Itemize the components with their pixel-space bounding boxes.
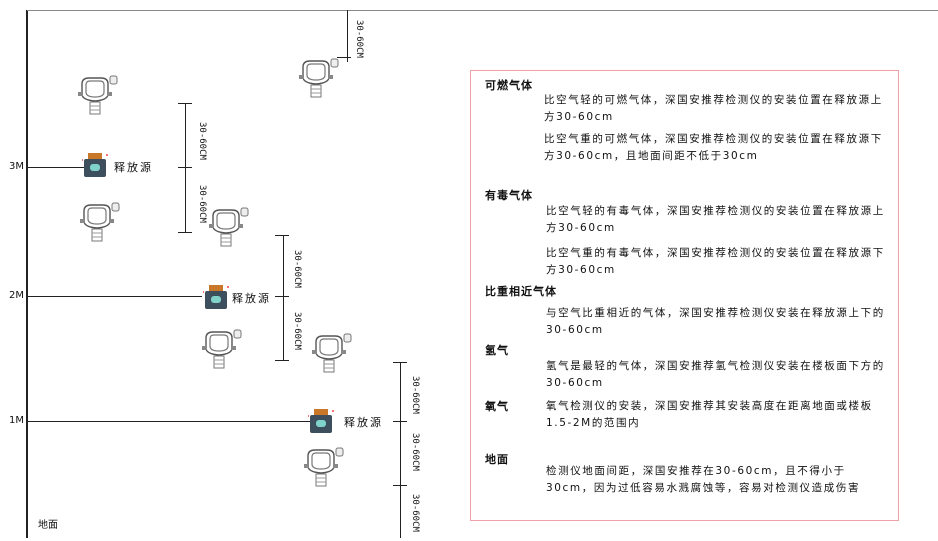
section-title: 可燃气体 <box>485 79 533 92</box>
level-label-2m: 2M <box>9 290 24 301</box>
dimension-line <box>400 362 401 538</box>
dimension-tick <box>393 362 407 363</box>
section-title: 比重相近气体 <box>485 285 557 298</box>
dimension-tick <box>178 232 192 233</box>
gas-detector-icon <box>79 202 120 242</box>
installation-notes-panel: 可燃气体 比空气轻的可燃气体，深国安推荐检测仪的安装位置在释放源上方30-60c… <box>470 70 899 521</box>
section-title: 氢气 <box>485 344 509 357</box>
gas-detector-icon <box>303 447 344 487</box>
gas-detector-icon <box>77 75 118 115</box>
ground-label: 地面 <box>38 520 58 531</box>
dimension-tick <box>337 57 351 58</box>
section-text: 氧气检测仪的安装，深国安推荐其安装高度在距离地面或楼板1.5-2M的范围内 <box>546 400 873 429</box>
gas-detector-icon <box>298 58 339 98</box>
release-source-icon <box>308 409 334 433</box>
gas-detector-icon <box>201 329 242 369</box>
section-text: 检测仪地面间距，深国安推荐在30-60cm，且不得小于30cm，因为过低容易水溅… <box>546 465 861 494</box>
section-text: 比空气轻的有毒气体，深国安推荐检测仪的安装位置在释放源上方30-60cm <box>546 205 885 234</box>
wall-line <box>26 10 28 538</box>
dimension-line <box>347 10 348 62</box>
section-title: 氧气 <box>485 400 509 413</box>
section-title: 地面 <box>485 453 509 466</box>
gas-detector-icon <box>311 333 352 373</box>
section-text: 比空气重的可燃气体，深国安推荐检测仪的安装位置在释放源下方30-60cm，且地面… <box>544 133 883 162</box>
release-source-label: 释放源 <box>344 416 383 429</box>
ceiling-line <box>27 10 938 11</box>
dimension-label: 30-60CM <box>354 20 364 58</box>
dimension-tick <box>275 235 289 236</box>
dimension-label: 30-60CM <box>197 122 207 160</box>
dimension-tick <box>275 360 289 361</box>
dimension-tick <box>178 167 192 168</box>
section-text: 比空气重的有毒气体，深国安推荐检测仪的安装位置在释放源下方30-60cm <box>546 247 885 276</box>
dimension-line <box>283 235 284 361</box>
level-2m-line <box>27 296 202 297</box>
section-text: 比空气轻的可燃气体，深国安推荐检测仪的安装位置在释放源上方30-60cm <box>544 94 883 123</box>
dimension-tick <box>393 485 407 486</box>
level-1m-line <box>27 421 310 422</box>
dimension-label: 30-60CM <box>410 433 420 471</box>
dimension-label: 30-60CM <box>292 312 302 350</box>
dimension-label: 30-60CM <box>197 185 207 223</box>
level-3m-line <box>27 167 85 168</box>
dimension-tick <box>178 103 192 104</box>
dimension-label: 30-60CM <box>292 250 302 288</box>
release-source-icon <box>203 285 229 309</box>
release-source-label: 释放源 <box>232 292 271 305</box>
release-source-icon <box>82 153 108 177</box>
section-text: 氢气是最轻的气体，深国安推荐氢气检测仪安装在楼板面下方的30-60cm <box>546 360 885 389</box>
dimension-label: 30-60CM <box>410 376 420 414</box>
dimension-label: 30-60CM <box>410 494 420 532</box>
section-title: 有毒气体 <box>485 189 533 202</box>
gas-detector-icon <box>208 207 249 247</box>
dimension-tick <box>275 296 289 297</box>
dimension-tick <box>393 421 407 422</box>
level-label-3m: 3M <box>9 161 24 172</box>
section-text: 与空气比重相近的气体，深国安推荐检测仪安装在释放源上下的30-60cm <box>546 307 885 336</box>
level-label-1m: 1M <box>9 415 24 426</box>
release-source-label: 释放源 <box>114 161 153 174</box>
